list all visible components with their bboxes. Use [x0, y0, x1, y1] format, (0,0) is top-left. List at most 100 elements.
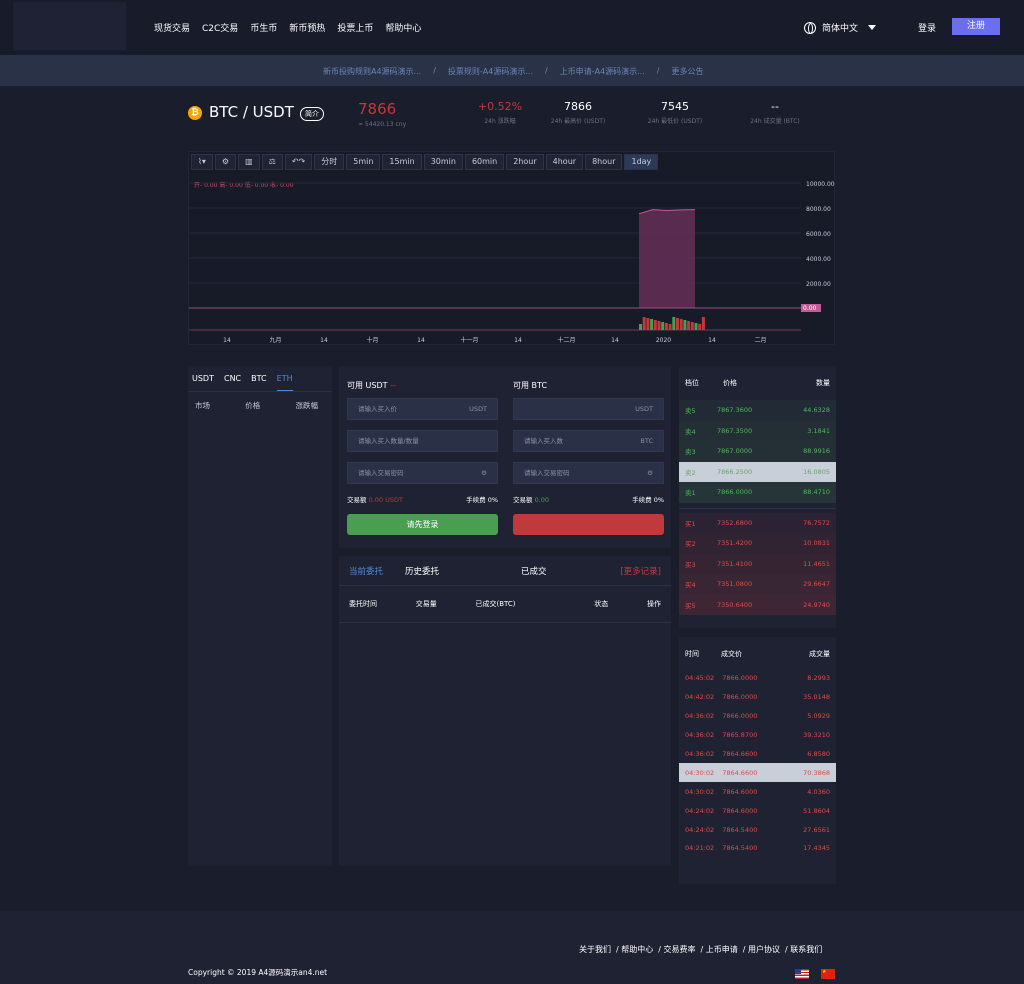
sell-qty-input[interactable]: 请输入买入数 BTC — [513, 430, 664, 452]
bid-row[interactable]: 买1 7352.6800 76.7572 — [679, 512, 836, 533]
interval-2hour[interactable]: 2hour — [506, 154, 544, 170]
main-nav: 现货交易 C2C交易 币生币 新币预热 投票上币 帮助中心 — [154, 21, 421, 34]
cn-flag-icon[interactable]: ★ — [821, 969, 835, 979]
volume-bar — [653, 320, 657, 330]
volume-bar — [642, 317, 646, 330]
ask-row[interactable]: 卖2 7866.2500 16.0805 — [679, 461, 836, 482]
buy-qty-input[interactable]: 请输入买入数量/数量 — [347, 430, 498, 452]
us-flag-icon[interactable] — [795, 969, 809, 979]
nav-vote[interactable]: 投票上币 — [337, 24, 374, 34]
bid-row[interactable]: 买4 7351.0800 29.6647 — [679, 574, 836, 595]
tab-filled[interactable]: 已成交 — [521, 566, 547, 577]
globe-icon — [804, 21, 816, 34]
col-volume: 交易量 — [415, 600, 437, 608]
chart-type-icon[interactable]: ⌇▾ — [191, 154, 213, 170]
buy-available: 可用 USDT -- — [347, 381, 396, 390]
ask-row[interactable]: 卖5 7867.3600 44.6328 — [679, 400, 836, 421]
volume-bar — [690, 322, 694, 330]
tab-current-orders[interactable]: 当前委托 — [349, 566, 384, 577]
footer-link-agreement[interactable]: / 用户协议 — [742, 945, 780, 954]
footer-link-contact[interactable]: / 联系我们 — [785, 945, 823, 954]
x-tick-label: 14 — [611, 337, 619, 344]
ask-row[interactable]: 卖3 7867.0000 88.9916 — [679, 441, 836, 462]
notice-link[interactable]: 投票规则-A4源码演示... — [447, 67, 533, 76]
login-link[interactable]: 登录 — [918, 24, 937, 34]
interval-1day[interactable]: 1day — [624, 154, 659, 170]
sell-price-input[interactable]: USDT — [513, 398, 664, 420]
notice-link[interactable]: 新币投购规则A4源码演示... — [323, 67, 422, 76]
volume-bar — [668, 324, 672, 330]
interval-4hour[interactable]: 4hour — [545, 154, 584, 170]
buy-button[interactable]: 请先登录 — [347, 514, 498, 535]
intro-button[interactable]: 简介 — [300, 107, 324, 121]
language-label: 简体中文 — [822, 24, 859, 34]
interval-8hour[interactable]: 8hour — [585, 154, 623, 170]
deal-row: 04:30:02 7864.6600 70.3868 — [679, 763, 836, 783]
bid-row[interactable]: 买3 7351.4100 11.4651 — [679, 553, 836, 574]
nav-c2c[interactable]: C2C交易 — [202, 24, 239, 34]
tab-cnc[interactable]: CNC — [223, 374, 242, 383]
undo-icon[interactable]: ↶↷ — [284, 154, 313, 170]
tab-history-orders[interactable]: 历史委托 — [405, 566, 440, 577]
nav-coin[interactable]: 币生币 — [250, 24, 278, 34]
notice-link[interactable]: 上币申请-A4源码演示... — [559, 67, 645, 76]
y-tick-label: 8000.00 — [806, 206, 831, 213]
col-market: 市场 — [195, 401, 210, 410]
ohlc-open: 开- 0.00 — [194, 182, 218, 189]
tab-eth[interactable]: ETH — [276, 374, 293, 391]
footer-link-help[interactable]: / 帮助中心 — [616, 945, 654, 954]
interval-30min[interactable]: 30min — [423, 154, 463, 170]
nav-help[interactable]: 帮助中心 — [385, 24, 422, 34]
sell-button[interactable] — [513, 514, 664, 535]
nav-new[interactable]: 新币预热 — [289, 24, 326, 34]
y-tick-label: 2000.00 — [806, 281, 831, 288]
col-price: 价格 — [245, 401, 261, 410]
site-logo[interactable] — [13, 2, 126, 50]
settings-icon[interactable]: ⚙ — [214, 154, 237, 170]
bid-row[interactable]: 买2 7351.4200 10.0831 — [679, 533, 836, 554]
notice-more-link[interactable]: 更多公告 — [671, 67, 704, 76]
deal-row: 04:42:02 7866.0000 35.0148 — [685, 693, 830, 702]
sell-password-input[interactable]: 请输入交易密码 ⚙ — [513, 462, 664, 484]
market-header: 市场 价格 涨跌幅 — [188, 392, 332, 411]
notice-sep: / — [433, 66, 436, 75]
footer-link-about[interactable]: 关于我们 — [579, 945, 611, 954]
col-action: 操作 — [646, 600, 661, 608]
ticker-header: ₿ BTC / USDT 简介 7866 ≈ 54420.13 cny +0.5… — [188, 100, 836, 136]
interval-5min[interactable]: 5min — [346, 154, 381, 170]
buy-price-input[interactable]: 请输入买入价 USDT — [347, 398, 498, 420]
ask-row[interactable]: 卖4 7867.3500 3.1841 — [679, 420, 836, 441]
chart-canvas: 10000.00 8000.00 6000.00 4000.00 2000.00 0.00… — [189, 181, 835, 344]
buy-password-input[interactable]: 请输入交易密码 ⚙ — [347, 462, 498, 484]
deal-row: 04:30:02 7864.6000 4.0360 — [685, 787, 830, 796]
interval-fenshi[interactable]: 分时 — [314, 154, 345, 170]
more-records-link[interactable]: [更多记录] — [620, 566, 661, 577]
footer-link-fees[interactable]: / 交易费率 — [658, 945, 696, 954]
nav-spot[interactable]: 现货交易 — [154, 24, 191, 34]
interval-60min[interactable]: 60min — [464, 154, 505, 170]
compare-icon[interactable]: ⚖ — [261, 154, 283, 170]
price-chart[interactable]: ⌇▾ ⚙ ▥ ⚖ ↶↷ 分时 5min 15min 30min 60min 2h… — [188, 151, 835, 345]
top-navbar: 现货交易 C2C交易 币生币 新币预热 投票上币 帮助中心 简体中文 登录 注册 — [0, 0, 1024, 55]
price-area — [639, 209, 695, 308]
volume-bar — [683, 320, 687, 330]
orders-panel: 当前委托 历史委托 已成交 [更多记录] 委托时间 交易量 已成交(BTC) 状… — [339, 556, 671, 866]
tab-usdt[interactable]: USDT — [192, 374, 214, 383]
volume-bar — [676, 318, 679, 330]
low-label: 24h 最低价 (USDT) — [647, 118, 703, 125]
footer-link-listing[interactable]: / 上币申请 — [700, 945, 738, 954]
indicator-icon[interactable]: ▥ — [238, 154, 260, 170]
bid-row[interactable]: 买5 7350.6400 24.9740 — [679, 594, 836, 615]
ohlc-high: 高- 0.00 — [219, 182, 243, 189]
bids-list: 买1 7352.6800 76.7572 买2 7351.4200 10.0831 买3 73… — [679, 512, 836, 615]
x-tick-label: 十一月 — [460, 336, 478, 344]
ask-row[interactable]: 卖1 7866.0000 88.4710 — [679, 482, 836, 503]
col-status: 状态 — [594, 600, 609, 608]
interval-15min[interactable]: 15min — [382, 154, 422, 170]
register-button[interactable]: 注册 — [952, 18, 1000, 35]
x-tick-label: 14 — [223, 337, 231, 344]
tab-btc[interactable]: BTC — [251, 374, 267, 383]
language-selector[interactable]: 简体中文 — [804, 21, 877, 34]
col-filled: 已成交(BTC) — [475, 600, 516, 608]
change-value: +0.52% — [477, 100, 523, 113]
